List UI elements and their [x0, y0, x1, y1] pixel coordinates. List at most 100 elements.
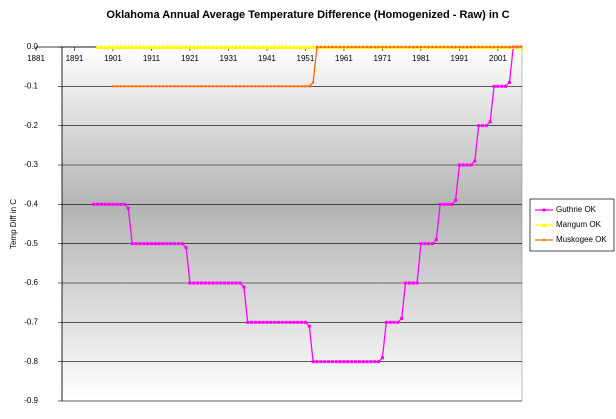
x-tick-label: 1981 — [412, 54, 430, 63]
data-point — [238, 85, 242, 88]
data-point — [283, 44, 289, 49]
data-point — [454, 198, 458, 202]
data-point — [164, 44, 170, 49]
data-point — [288, 320, 292, 324]
data-point — [350, 45, 353, 49]
data-point — [346, 45, 349, 49]
data-point — [427, 45, 430, 49]
data-point — [107, 202, 111, 206]
x-tick-label: 1891 — [66, 54, 84, 63]
data-point — [361, 45, 365, 49]
data-point — [92, 202, 96, 206]
data-point — [157, 85, 161, 88]
data-point — [408, 45, 411, 49]
data-point — [507, 80, 511, 84]
data-point — [481, 45, 484, 49]
data-point — [204, 85, 207, 88]
data-point — [249, 44, 255, 49]
data-point — [419, 45, 423, 49]
data-point — [160, 44, 166, 49]
data-point — [188, 281, 192, 285]
data-point — [207, 281, 211, 285]
data-point — [256, 44, 262, 49]
data-point — [127, 85, 130, 88]
data-point — [257, 320, 261, 324]
data-point — [323, 360, 327, 364]
data-point — [115, 85, 119, 88]
data-point — [138, 242, 142, 246]
data-point — [226, 281, 230, 285]
y-tick-label: 0.0 — [27, 42, 39, 51]
data-point — [407, 281, 411, 285]
data-point — [473, 159, 477, 163]
data-point — [250, 320, 254, 324]
data-point — [222, 44, 228, 49]
data-point — [192, 281, 196, 285]
x-tick-label: 1911 — [143, 54, 161, 63]
data-point — [465, 45, 469, 49]
data-point — [265, 320, 269, 324]
data-point — [211, 85, 215, 88]
data-point — [264, 44, 270, 49]
data-point — [119, 202, 123, 206]
data-point — [496, 45, 500, 49]
data-point — [315, 360, 319, 364]
data-point — [369, 45, 373, 49]
data-point — [430, 242, 434, 246]
data-point — [469, 45, 473, 49]
data-point — [457, 163, 461, 167]
y-tick-label: -0.3 — [24, 160, 38, 169]
data-point — [296, 85, 299, 88]
x-tick-label: 1941 — [258, 54, 276, 63]
data-point — [319, 45, 323, 49]
data-point — [231, 85, 234, 88]
data-point — [131, 85, 134, 88]
data-point — [330, 360, 334, 364]
data-point — [450, 202, 454, 206]
data-point — [98, 44, 104, 49]
data-point — [485, 45, 488, 49]
data-point — [338, 45, 342, 49]
legend-marker — [542, 238, 546, 242]
data-point — [512, 45, 515, 49]
data-point — [434, 238, 438, 242]
legend-label: Guthrie OK — [556, 205, 597, 214]
data-point — [442, 45, 446, 49]
data-point — [450, 45, 453, 49]
data-point — [292, 85, 296, 88]
data-point — [141, 44, 147, 49]
data-point — [246, 85, 249, 88]
data-point — [334, 360, 338, 364]
data-point — [423, 45, 426, 49]
data-point — [295, 44, 301, 49]
data-point — [161, 85, 165, 88]
data-point — [279, 44, 285, 49]
data-point — [315, 45, 319, 49]
data-point — [438, 45, 442, 49]
data-point — [250, 85, 253, 88]
data-point — [138, 85, 142, 88]
data-point — [304, 85, 307, 88]
data-point — [412, 45, 415, 49]
data-point — [125, 44, 131, 49]
y-tick-label: -0.4 — [24, 199, 38, 208]
data-point — [110, 44, 116, 49]
legend-label: Muskogee OK — [556, 235, 607, 244]
data-point — [427, 242, 431, 246]
data-point — [169, 85, 172, 88]
data-point — [219, 85, 222, 88]
y-tick-label: -0.2 — [24, 121, 38, 130]
data-point — [284, 320, 288, 324]
data-point — [214, 44, 220, 49]
data-point — [142, 242, 146, 246]
data-point — [149, 242, 153, 246]
data-point — [385, 45, 388, 49]
data-point — [172, 44, 178, 49]
data-point — [173, 85, 176, 88]
data-point — [291, 44, 297, 49]
data-point — [306, 44, 312, 49]
data-point — [400, 316, 404, 320]
data-point — [338, 360, 342, 364]
data-point — [303, 320, 307, 324]
